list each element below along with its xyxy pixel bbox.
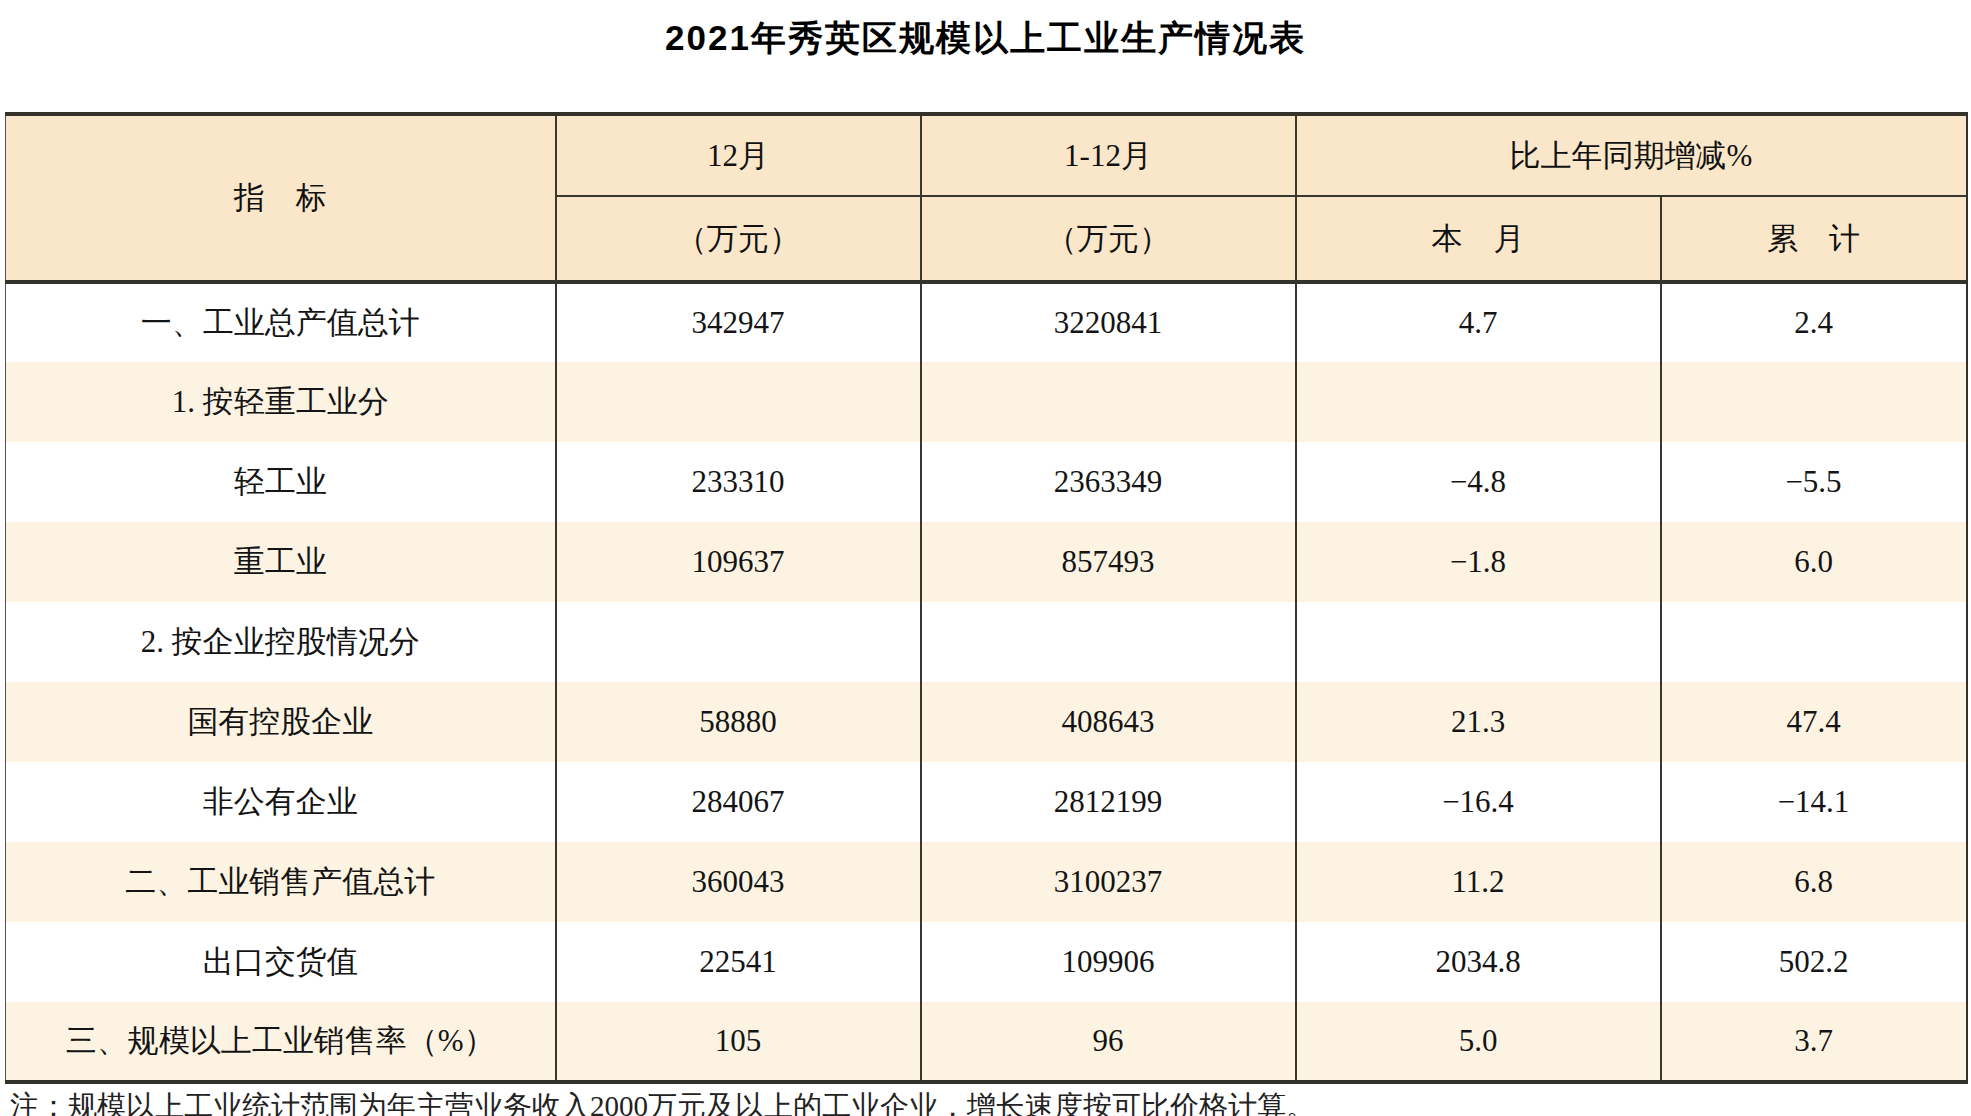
row-label: 轻工业 <box>6 442 556 522</box>
table-row: 国有控股企业 58880 408643 21.3 47.4 <box>6 682 1967 762</box>
cell-jandec-value <box>921 362 1296 442</box>
table-row: 重工业 109637 857493 −1.8 6.0 <box>6 522 1967 602</box>
table-row: 非公有企业 284067 2812199 −16.4 −14.1 <box>6 762 1967 842</box>
row-label: 三、规模以上工业销售率（%） <box>6 1002 556 1082</box>
cell-dec-value: 109637 <box>556 522 921 602</box>
cell-dec-value: 233310 <box>556 442 921 522</box>
cell-month-change: 2034.8 <box>1296 922 1661 1002</box>
cell-cumulative-change: 6.0 <box>1661 522 1967 602</box>
page-title: 2021年秀英区规模以上工业生产情况表 <box>0 16 1971 60</box>
cell-dec-value: 58880 <box>556 682 921 762</box>
cell-jandec-value: 2363349 <box>921 442 1296 522</box>
cell-month-change: 11.2 <box>1296 842 1661 922</box>
cell-jandec-value: 3220841 <box>921 282 1296 362</box>
cell-cumulative-change <box>1661 602 1967 682</box>
header-december-unit: （万元） <box>556 196 921 282</box>
row-label: 一、工业总产值总计 <box>6 282 556 362</box>
row-label: 2. 按企业控股情况分 <box>6 602 556 682</box>
row-label: 国有控股企业 <box>6 682 556 762</box>
table-row: 1. 按轻重工业分 <box>6 362 1967 442</box>
cell-month-change: −1.8 <box>1296 522 1661 602</box>
header-current-month: 本 月 <box>1296 196 1661 282</box>
header-yoy-change: 比上年同期增减% <box>1296 114 1967 196</box>
industry-production-table: 指 标 12月 1-12月 比上年同期增减% （万元） （万元） 本 月 累 计… <box>5 112 1968 1084</box>
table-row: 轻工业 233310 2363349 −4.8 −5.5 <box>6 442 1967 522</box>
cell-cumulative-change: 6.8 <box>1661 842 1967 922</box>
cell-month-change: 4.7 <box>1296 282 1661 362</box>
table-row: 一、工业总产值总计 342947 3220841 4.7 2.4 <box>6 282 1967 362</box>
header-jan-to-dec: 1-12月 <box>921 114 1296 196</box>
cell-dec-value: 105 <box>556 1002 921 1082</box>
header-cumulative: 累 计 <box>1661 196 1967 282</box>
cell-cumulative-change: 502.2 <box>1661 922 1967 1002</box>
cell-month-change <box>1296 602 1661 682</box>
cell-cumulative-change <box>1661 362 1967 442</box>
cell-dec-value <box>556 362 921 442</box>
cell-cumulative-change: 3.7 <box>1661 1002 1967 1082</box>
cell-dec-value: 22541 <box>556 922 921 1002</box>
table-body: 一、工业总产值总计 342947 3220841 4.7 2.4 1. 按轻重工… <box>6 282 1967 1082</box>
cell-cumulative-change: 2.4 <box>1661 282 1967 362</box>
table-row: 二、工业销售产值总计 360043 3100237 11.2 6.8 <box>6 842 1967 922</box>
cell-month-change <box>1296 362 1661 442</box>
cell-dec-value: 284067 <box>556 762 921 842</box>
header-indicator: 指 标 <box>6 114 556 282</box>
row-label: 非公有企业 <box>6 762 556 842</box>
cell-jandec-value: 857493 <box>921 522 1296 602</box>
row-label: 1. 按轻重工业分 <box>6 362 556 442</box>
cell-jandec-value: 109906 <box>921 922 1296 1002</box>
row-label: 出口交货值 <box>6 922 556 1002</box>
cell-dec-value <box>556 602 921 682</box>
table-row: 2. 按企业控股情况分 <box>6 602 1967 682</box>
header-jan-to-dec-unit: （万元） <box>921 196 1296 282</box>
row-label: 重工业 <box>6 522 556 602</box>
cell-jandec-value: 408643 <box>921 682 1296 762</box>
cell-dec-value: 360043 <box>556 842 921 922</box>
cell-cumulative-change: −14.1 <box>1661 762 1967 842</box>
cell-cumulative-change: −5.5 <box>1661 442 1967 522</box>
cell-jandec-value: 3100237 <box>921 842 1296 922</box>
header-december: 12月 <box>556 114 921 196</box>
footnote-text-clipped: 注：规模以上工业统计范围为年主营业务收入2000万元及以上的工业企业，增长速度按… <box>10 1092 1971 1116</box>
table-header: 指 标 12月 1-12月 比上年同期增减% （万元） （万元） 本 月 累 计 <box>6 114 1967 282</box>
cell-jandec-value: 96 <box>921 1002 1296 1082</box>
cell-month-change: −4.8 <box>1296 442 1661 522</box>
cell-month-change: 21.3 <box>1296 682 1661 762</box>
cell-jandec-value <box>921 602 1296 682</box>
cell-dec-value: 342947 <box>556 282 921 362</box>
cell-jandec-value: 2812199 <box>921 762 1296 842</box>
cell-month-change: 5.0 <box>1296 1002 1661 1082</box>
table-row: 出口交货值 22541 109906 2034.8 502.2 <box>6 922 1967 1002</box>
table-row: 三、规模以上工业销售率（%） 105 96 5.0 3.7 <box>6 1002 1967 1082</box>
row-label: 二、工业销售产值总计 <box>6 842 556 922</box>
cell-month-change: −16.4 <box>1296 762 1661 842</box>
cell-cumulative-change: 47.4 <box>1661 682 1967 762</box>
